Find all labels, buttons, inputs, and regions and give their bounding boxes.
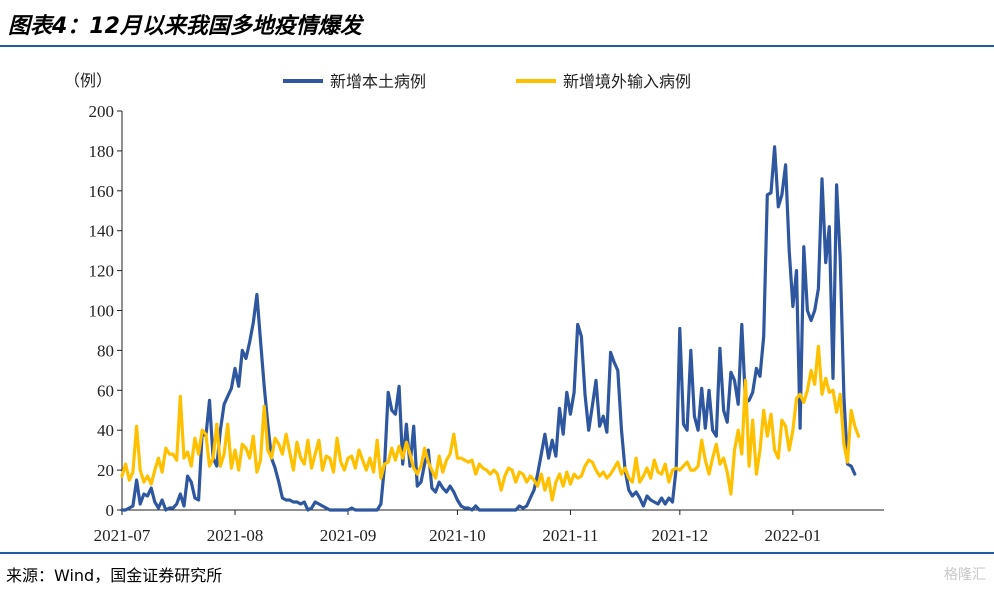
y-tick-label: 20 [97,461,114,480]
x-tick-label: 2021-08 [207,526,264,545]
footer-divider [0,552,994,554]
series-line-imported-cases [120,344,861,502]
y-tick-label: 60 [97,381,114,400]
watermark-logo: 格隆汇 [944,567,986,583]
source-note: 来源：Wind，国金证券研究所 [6,566,223,585]
line-chart: （例） 新增本土病例 新增境外输入病例 0 20 40 60 80 100 120 140 16… [64,71,884,545]
title-divider [0,45,994,47]
y-tick-label: 200 [89,102,115,121]
x-tick-label: 2021-11 [542,526,598,545]
y-tick-label: 120 [89,262,115,281]
y-tick-label: 0 [106,501,115,520]
y-tick-label: 140 [89,222,115,241]
y-tick-label: 100 [89,302,115,321]
x-axis: 2021-07 2021-08 2021-09 2021-10 2021-11 2021-… [94,509,884,545]
legend-label-local: 新增本土病例 [330,72,426,91]
y-axis-unit-label: （例） [64,71,112,90]
legend: 新增本土病例 新增境外输入病例 [283,72,691,91]
legend-label-imported: 新增境外输入病例 [563,72,691,91]
plot-area [120,145,861,512]
x-tick-label: 2021-10 [429,526,486,545]
x-tick-label: 2021-12 [651,526,708,545]
y-axis: 0 20 40 60 80 100 120 140 160 180 200 [89,102,123,520]
series-line-local-cases [120,145,857,512]
x-tick-label: 2022-01 [765,526,822,545]
y-tick-label: 40 [97,421,114,440]
y-tick-label: 160 [89,182,115,201]
x-tick-label: 2021-09 [320,526,377,545]
y-tick-label: 180 [89,142,115,161]
chart-title: 图表4：12月以来我国多地疫情爆发 [8,14,362,39]
x-tick-label: 2021-07 [94,526,151,545]
y-tick-label: 80 [97,341,114,360]
